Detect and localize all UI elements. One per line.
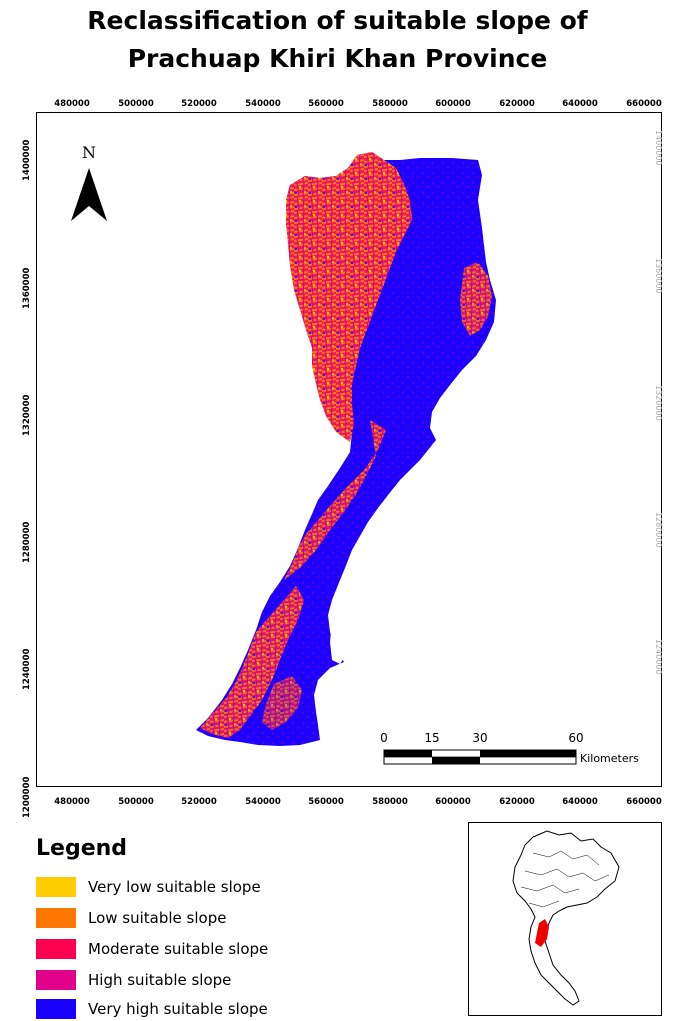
legend-title: Legend	[36, 836, 128, 861]
scale-label-0: 0	[380, 731, 388, 745]
x-tick-top: 640000	[562, 99, 598, 109]
scale-label-30: 30	[472, 731, 488, 745]
map-title-line-1: Reclassification of suitable slope of	[87, 6, 588, 35]
legend-label-very-low: Very low suitable slope	[88, 878, 261, 896]
legend-label-very-high: Very high suitable slope	[88, 1000, 268, 1018]
x-tick-top: 500000	[118, 99, 154, 109]
x-tick-bottom: 560000	[308, 797, 344, 807]
x-tick-bottom: 520000	[181, 797, 217, 807]
x-tick-bottom: 480000	[54, 797, 90, 807]
legend-label-moderate: Moderate suitable slope	[88, 940, 269, 958]
x-tick-top: 540000	[245, 99, 281, 109]
inset-thailand-outline	[512, 830, 620, 1006]
x-tick-bottom: 640000	[562, 797, 598, 807]
province-lowland-area	[196, 152, 496, 746]
scale-unit-label: Kilometers	[580, 752, 639, 765]
north-label: N	[82, 143, 96, 162]
inset-province-highlight	[535, 919, 549, 947]
legend-swatch-very-low	[36, 877, 76, 897]
legend-swatch-moderate	[36, 939, 76, 959]
inset-locator-map	[468, 822, 662, 1016]
x-tick-bottom: 620000	[499, 797, 535, 807]
north-arrow-icon	[71, 168, 107, 221]
legend-label-low: Low suitable slope	[88, 909, 227, 927]
legend-swatch-very-high	[36, 999, 76, 1019]
x-tick-top: 600000	[435, 99, 471, 109]
x-tick-bottom: 600000	[435, 797, 471, 807]
legend-swatch-low	[36, 908, 76, 928]
x-tick-bottom: 660000	[626, 797, 662, 807]
x-tick-bottom: 580000	[372, 797, 408, 807]
highland-patch-south	[200, 586, 304, 738]
highland-patch-central	[284, 420, 386, 580]
x-tick-top: 580000	[372, 99, 408, 109]
coastal-bay	[330, 600, 352, 664]
x-tick-top: 520000	[181, 99, 217, 109]
inset-map-canvas	[512, 830, 620, 1006]
x-tick-top: 560000	[308, 99, 344, 109]
legend-label-high: High suitable slope	[88, 971, 232, 989]
highland-patch-east	[460, 262, 492, 336]
map-title-line-2: Prachuap Khiri Khan Province	[127, 44, 548, 73]
inset-province-borders	[520, 850, 610, 908]
highland-patch-southwest	[262, 676, 302, 730]
x-tick-bottom: 500000	[118, 797, 154, 807]
legend-swatch-high	[36, 970, 76, 990]
scale-bar	[383, 749, 577, 765]
x-tick-top: 660000	[626, 99, 662, 109]
province-highland-area	[286, 152, 412, 442]
scale-label-60: 60	[568, 731, 584, 745]
x-tick-top: 620000	[499, 99, 535, 109]
scale-label-15: 15	[424, 731, 440, 745]
x-tick-bottom: 540000	[245, 797, 281, 807]
x-tick-top: 480000	[54, 99, 90, 109]
